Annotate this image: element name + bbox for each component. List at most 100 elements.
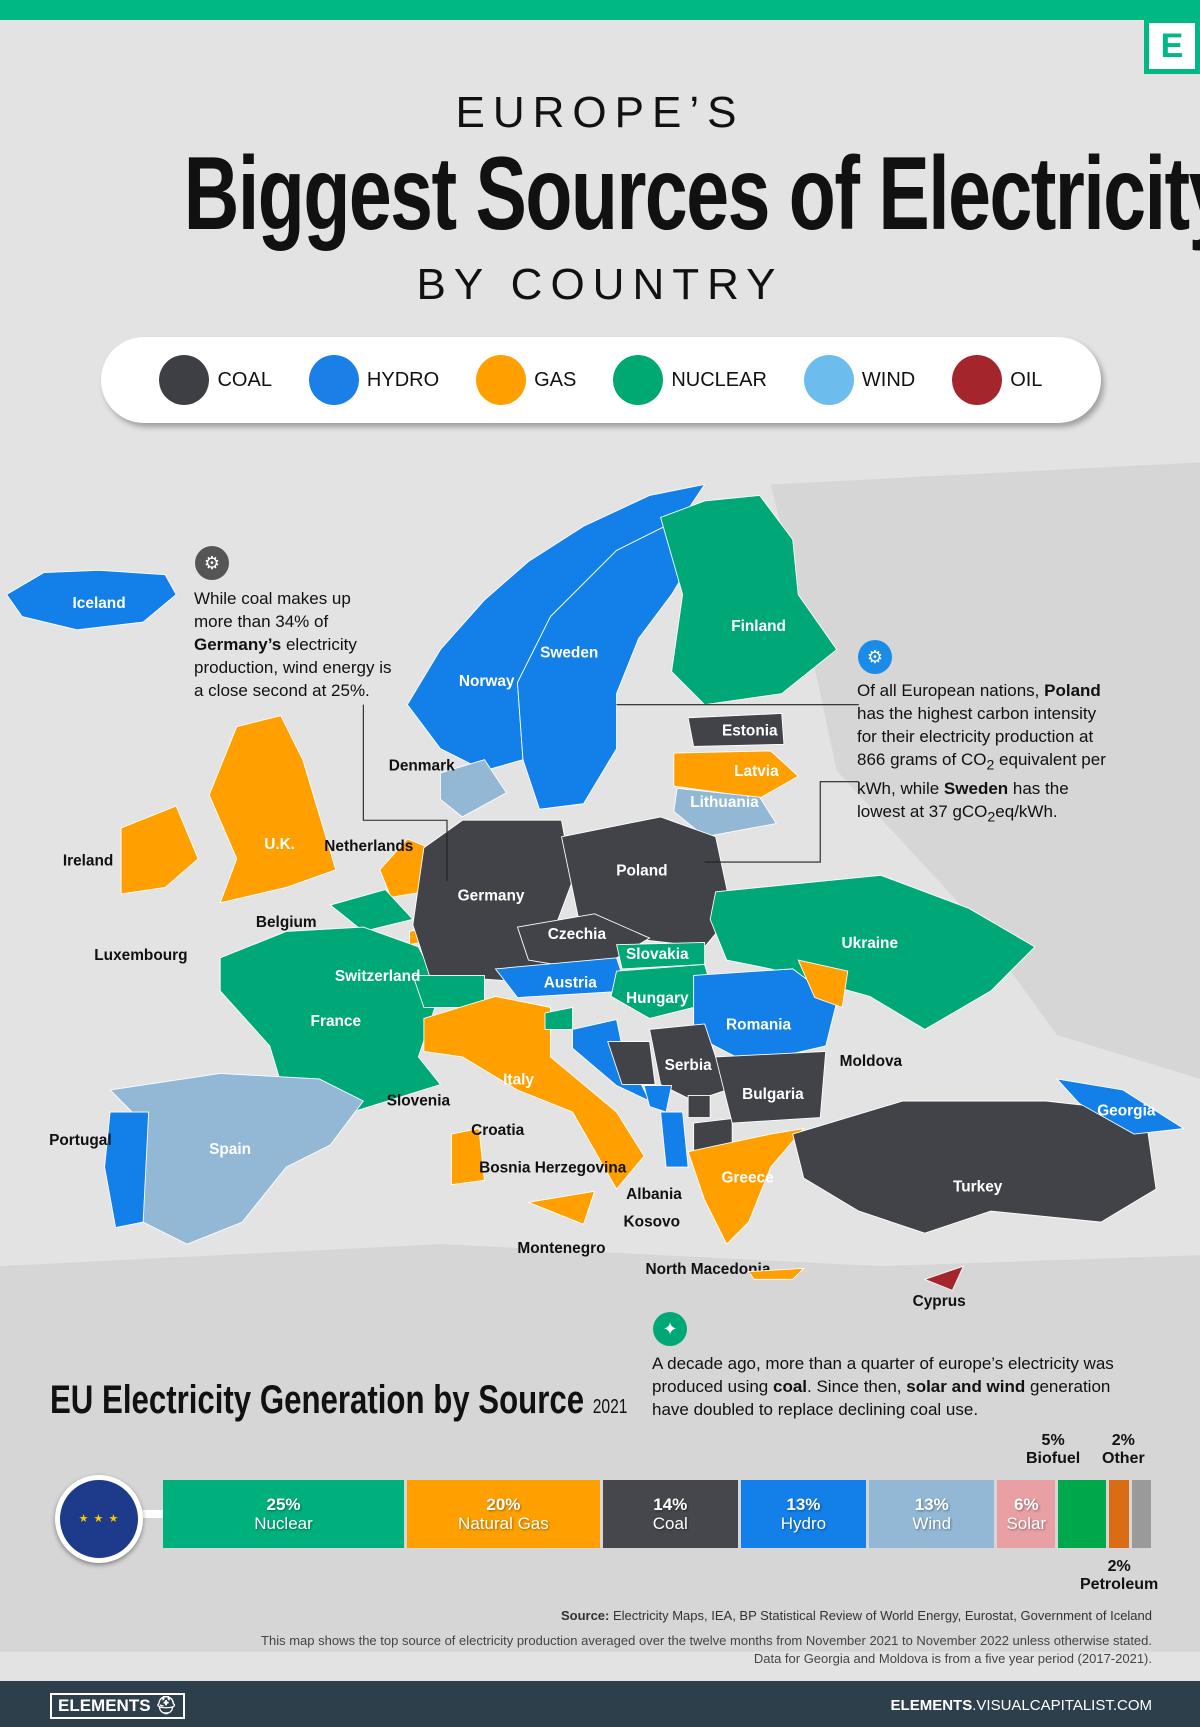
segment-label: Nuclear — [254, 1514, 313, 1533]
country-label-croatia: Croatia — [471, 1122, 525, 1139]
country-greece — [687, 1127, 805, 1245]
country-sweden — [517, 516, 706, 810]
country-label-switzerland: Switzerland — [335, 968, 421, 985]
country-georgia — [1055, 1078, 1185, 1135]
background-land — [770, 462, 1200, 1079]
legend-label: WIND — [861, 368, 916, 391]
country-ireland — [120, 805, 199, 895]
title-kicker: EUROPE’S — [455, 88, 745, 137]
country-label-portugal: Portugal — [49, 1132, 111, 1149]
country-kosovo — [687, 1095, 711, 1118]
country-label-ireland: Ireland — [63, 852, 114, 869]
country-lithuania — [673, 787, 777, 838]
country-label-lithuania: Lithuania — [690, 794, 759, 811]
country-albania — [660, 1111, 689, 1168]
country-cyprus — [923, 1265, 965, 1291]
legend-item-gas: GAS — [476, 355, 576, 405]
legend-item-nuclear: NUCLEAR — [613, 355, 767, 405]
wind-swatch-icon — [803, 355, 854, 405]
gas-swatch-icon — [476, 355, 527, 405]
country-label-france: France — [311, 1013, 362, 1030]
country-belgium — [329, 889, 414, 932]
legend-item-wind: WIND — [803, 355, 916, 405]
source-line: Source: Electricity Maps, IEA, BP Statis… — [560, 1608, 1152, 1623]
country-hungary — [610, 964, 717, 1019]
country-label-ukraine: Ukraine — [842, 935, 899, 952]
country-estonia — [687, 712, 785, 747]
country-label-estonia: Estonia — [722, 722, 778, 739]
country-switzerland — [412, 975, 485, 1008]
country-bulgaria — [715, 1050, 827, 1124]
country-spain — [109, 1073, 364, 1245]
country-label-denmark: Denmark — [389, 758, 455, 775]
country-label-greece: Greece — [721, 1169, 774, 1186]
country-label-montenegro: Montenegro — [517, 1240, 605, 1257]
country-label-slovenia: Slovenia — [387, 1092, 451, 1109]
chart-year: 2021 — [592, 1396, 628, 1418]
coal-swatch-icon — [159, 355, 210, 405]
bar-segment-coal: 14% Coal — [602, 1480, 738, 1548]
oil-swatch-icon — [952, 355, 1003, 405]
country-label-finland: Finland — [731, 618, 786, 635]
country-label-romania: Romania — [726, 1016, 791, 1033]
legend-item-oil: OIL — [952, 355, 1042, 405]
segment-value: 13% — [914, 1495, 949, 1514]
country-label-georgia: Georgia — [1097, 1102, 1156, 1119]
eu-connector — [130, 1510, 165, 1518]
chart-title: EU Electricity Generation by Source 2021 — [50, 1378, 628, 1422]
country-italy — [423, 995, 645, 1190]
segment-value: 20% — [486, 1495, 521, 1514]
country-finland — [660, 494, 838, 706]
country-label-sweden: Sweden — [540, 644, 598, 661]
country-label-austria: Austria — [544, 975, 598, 992]
bar-segment-hydro: 13% Hydro — [740, 1480, 867, 1548]
country-italy — [450, 1127, 485, 1186]
page-title: Biggest Sources of Electricity — [183, 136, 1200, 252]
background-land — [0, 1244, 1200, 1652]
footer-url[interactable]: ELEMENTS.VISUALCAPITALIST.COM — [890, 1697, 1152, 1714]
country-label-poland: Poland — [616, 862, 667, 879]
segment-label: Coal — [652, 1514, 688, 1533]
legend-item-coal: COAL — [159, 355, 272, 405]
lightbulb-icon: ✦ — [653, 1312, 687, 1346]
country-label-u-k: U.K. — [264, 836, 295, 853]
country-label-luxembourg: Luxembourg — [94, 947, 187, 964]
country-label-latvia: Latvia — [734, 763, 779, 780]
poland-note: Of all European nations, Poland has the … — [857, 681, 1106, 826]
bar-segment-wind: 13% Wind — [869, 1480, 995, 1548]
country-france — [219, 926, 442, 1113]
leader-line — [704, 781, 859, 863]
segment-label: Solar — [1006, 1514, 1047, 1533]
top-accent-bar — [0, 0, 1200, 20]
country-bosnia-herzegovina — [607, 1041, 656, 1085]
elements-logo: E — [1144, 18, 1200, 74]
country-label-germany: Germany — [458, 888, 525, 905]
country-turkey — [792, 1100, 1157, 1234]
legend-label: NUCLEAR — [671, 368, 767, 391]
generation-bar: 25% Nuclear 20% Natural Gas 14% Coal 13% Hydro 1… — [163, 1480, 1151, 1548]
bar-segment-biofuel — [1058, 1480, 1107, 1548]
segment-value: 6% — [1014, 1495, 1039, 1514]
legend-item-hydro: HYDRO — [308, 355, 439, 405]
legend-label: GAS — [534, 368, 577, 391]
footnote-2: Data for Georgia and Moldova is from a f… — [753, 1651, 1152, 1666]
country-label-moldova: Moldova — [840, 1053, 903, 1070]
legend-label: OIL — [1010, 368, 1043, 391]
footnote-1: This map shows the top source of electri… — [261, 1633, 1152, 1648]
country-label-iceland: Iceland — [73, 595, 126, 612]
country-label-cyprus: Cyprus — [913, 1293, 966, 1310]
title-subtitle: BY COUNTRY — [416, 260, 784, 309]
country-moldova — [797, 959, 849, 1009]
decade-note: A decade ago, more than a quarter of eur… — [652, 1354, 1114, 1419]
segment-value: 13% — [786, 1495, 821, 1514]
country-label-norway: Norway — [459, 673, 515, 690]
country-denmark — [439, 759, 508, 818]
country-latvia — [673, 750, 799, 799]
factory-icon: ⚙ — [858, 640, 892, 674]
segment-label: Wind — [912, 1514, 952, 1533]
country-italy — [526, 1190, 596, 1225]
bar-segment-nuclear: 25% Nuclear — [163, 1480, 404, 1548]
segment-value: 25% — [266, 1495, 301, 1514]
country-portugal — [104, 1111, 150, 1229]
